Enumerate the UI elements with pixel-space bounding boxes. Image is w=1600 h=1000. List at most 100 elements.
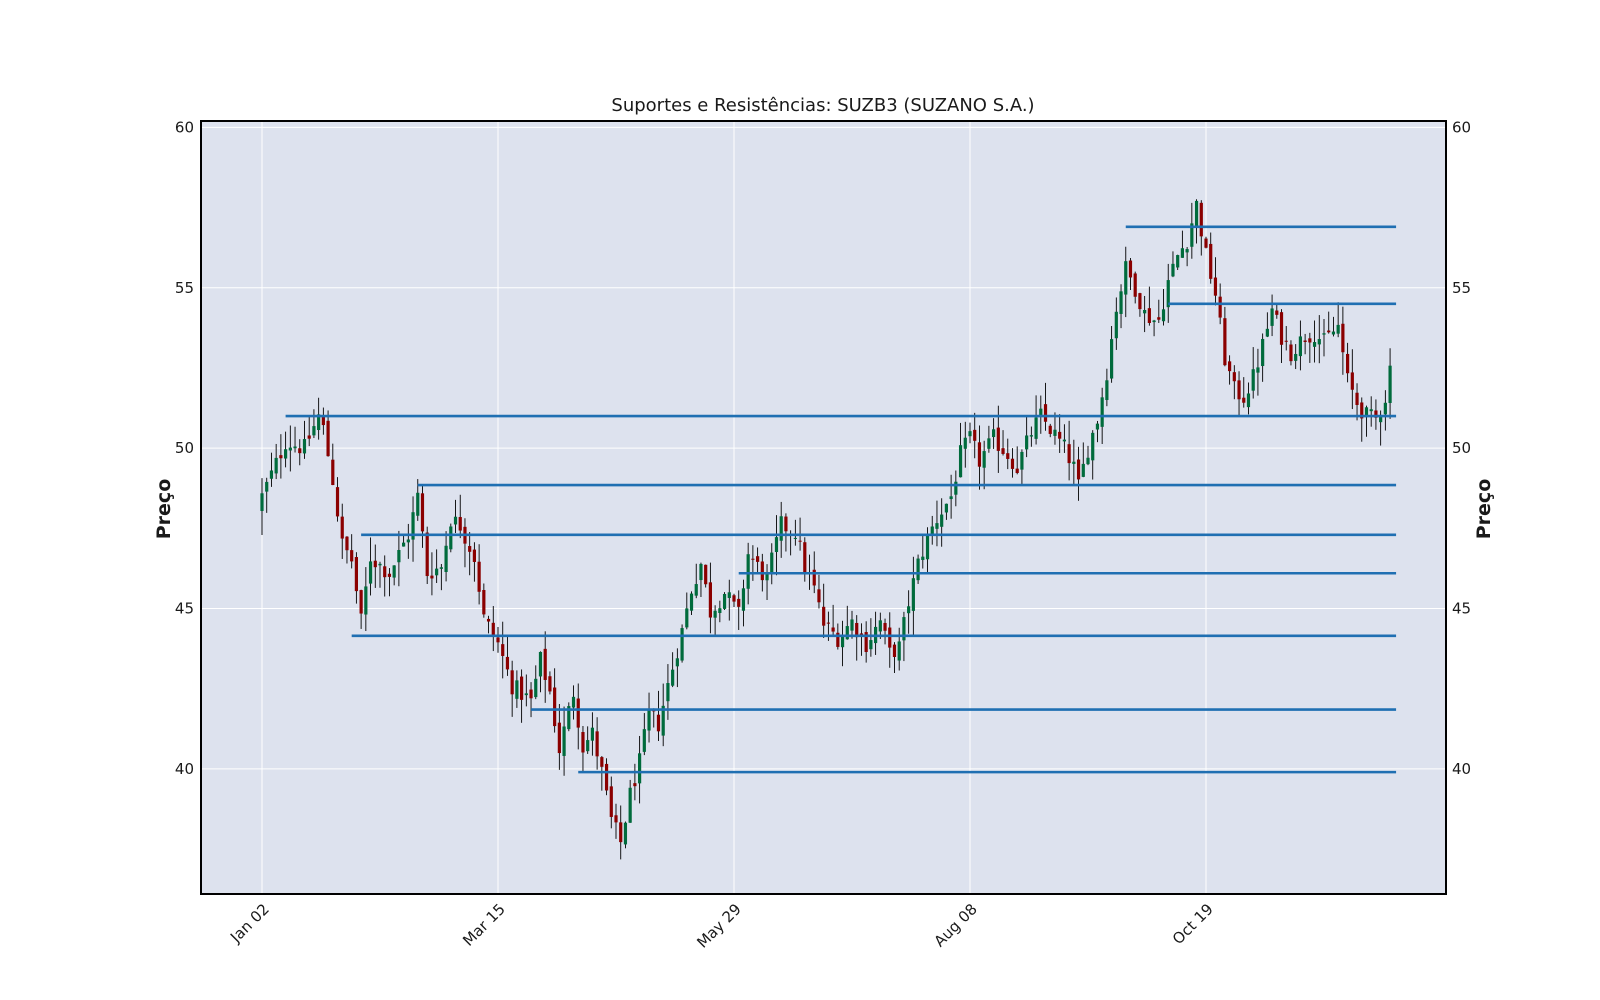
candle-body	[685, 608, 689, 628]
candle-body	[708, 582, 712, 618]
candle-body	[694, 584, 698, 596]
candle	[321, 407, 325, 435]
candle-body	[1251, 369, 1255, 391]
candle	[1147, 286, 1151, 326]
candle	[954, 470, 958, 507]
candle	[911, 556, 915, 635]
candle-body	[557, 722, 561, 754]
candle	[713, 605, 717, 637]
plot-background	[201, 121, 1446, 894]
candle-body	[491, 622, 495, 636]
candle-body	[902, 617, 906, 641]
candle	[671, 652, 675, 688]
candle	[756, 547, 760, 574]
candle-body	[935, 523, 939, 529]
candle-body	[1237, 380, 1241, 400]
candle-body	[373, 560, 377, 568]
candle-body	[869, 640, 873, 650]
candle-body	[472, 549, 476, 562]
candle-body	[1317, 339, 1321, 345]
candle	[869, 618, 873, 657]
candle	[501, 621, 505, 679]
candle-body	[1043, 404, 1048, 422]
candle	[595, 717, 599, 770]
candle	[265, 477, 269, 513]
candle	[534, 665, 538, 700]
x-tick-label: Jan 02	[226, 900, 273, 947]
candle-body	[713, 610, 717, 618]
candle-body	[600, 757, 604, 767]
candle-body	[1086, 457, 1090, 465]
candle-body	[944, 503, 948, 513]
candle	[1275, 303, 1279, 319]
candle-body	[1020, 451, 1024, 470]
x-tick-label: Mar 15	[459, 900, 509, 950]
candle-body	[571, 696, 576, 708]
candle-body	[1025, 435, 1029, 450]
candle	[345, 536, 349, 564]
candle	[1312, 320, 1317, 363]
candle	[298, 439, 302, 466]
candle-body	[435, 568, 439, 576]
candle	[779, 501, 783, 558]
candle-body	[520, 676, 524, 700]
candle	[1194, 199, 1199, 244]
candle-body	[298, 448, 302, 454]
candle	[1171, 251, 1175, 278]
candle-body	[1331, 331, 1336, 335]
candle-body	[326, 420, 330, 457]
candle	[675, 648, 679, 688]
candle-body	[1289, 344, 1293, 362]
candle	[704, 564, 708, 588]
candle-body	[260, 493, 264, 511]
candle	[1006, 438, 1010, 470]
candle-body	[392, 565, 396, 578]
candle-body	[722, 593, 727, 609]
candle	[354, 552, 358, 604]
candle-body	[803, 542, 807, 573]
candle	[1242, 377, 1246, 408]
candle-body	[1128, 260, 1133, 278]
candle-body	[921, 556, 925, 561]
candle-body	[831, 627, 835, 632]
candle	[326, 410, 330, 457]
candle-body	[1015, 468, 1019, 473]
candle	[1010, 448, 1015, 478]
candle	[968, 422, 972, 444]
candle-body	[1369, 409, 1373, 412]
candle-body	[1327, 330, 1331, 333]
candle-body	[1242, 397, 1246, 403]
candle	[515, 670, 519, 708]
candle-body	[1114, 311, 1118, 339]
candle-body	[628, 787, 632, 823]
candle	[661, 683, 665, 747]
candle-body	[538, 651, 543, 677]
candle-body	[826, 622, 830, 624]
candle-body	[1076, 459, 1081, 480]
candle-body	[288, 447, 292, 451]
candle-body	[368, 561, 373, 584]
support-resistance-levels	[285, 225, 1397, 774]
candle-body	[1067, 444, 1071, 464]
candle-body	[798, 540, 802, 542]
candle	[482, 583, 486, 618]
candle	[302, 420, 307, 459]
candle-body	[590, 727, 594, 741]
candle-body	[633, 783, 637, 787]
candle-body	[269, 470, 274, 479]
candle-body	[1364, 407, 1369, 418]
candle	[741, 579, 746, 627]
candle-body	[340, 516, 344, 539]
candle-body	[534, 678, 538, 698]
candle-body	[770, 552, 774, 574]
candle-body	[439, 567, 443, 569]
candle-body	[954, 481, 958, 495]
candle-body	[888, 627, 892, 648]
candle-body	[1383, 402, 1387, 415]
candle-body	[1190, 223, 1194, 247]
candle	[784, 513, 788, 552]
candle	[1294, 344, 1298, 370]
candle	[689, 591, 694, 616]
candle-body	[354, 557, 358, 592]
candle-body	[449, 526, 453, 550]
